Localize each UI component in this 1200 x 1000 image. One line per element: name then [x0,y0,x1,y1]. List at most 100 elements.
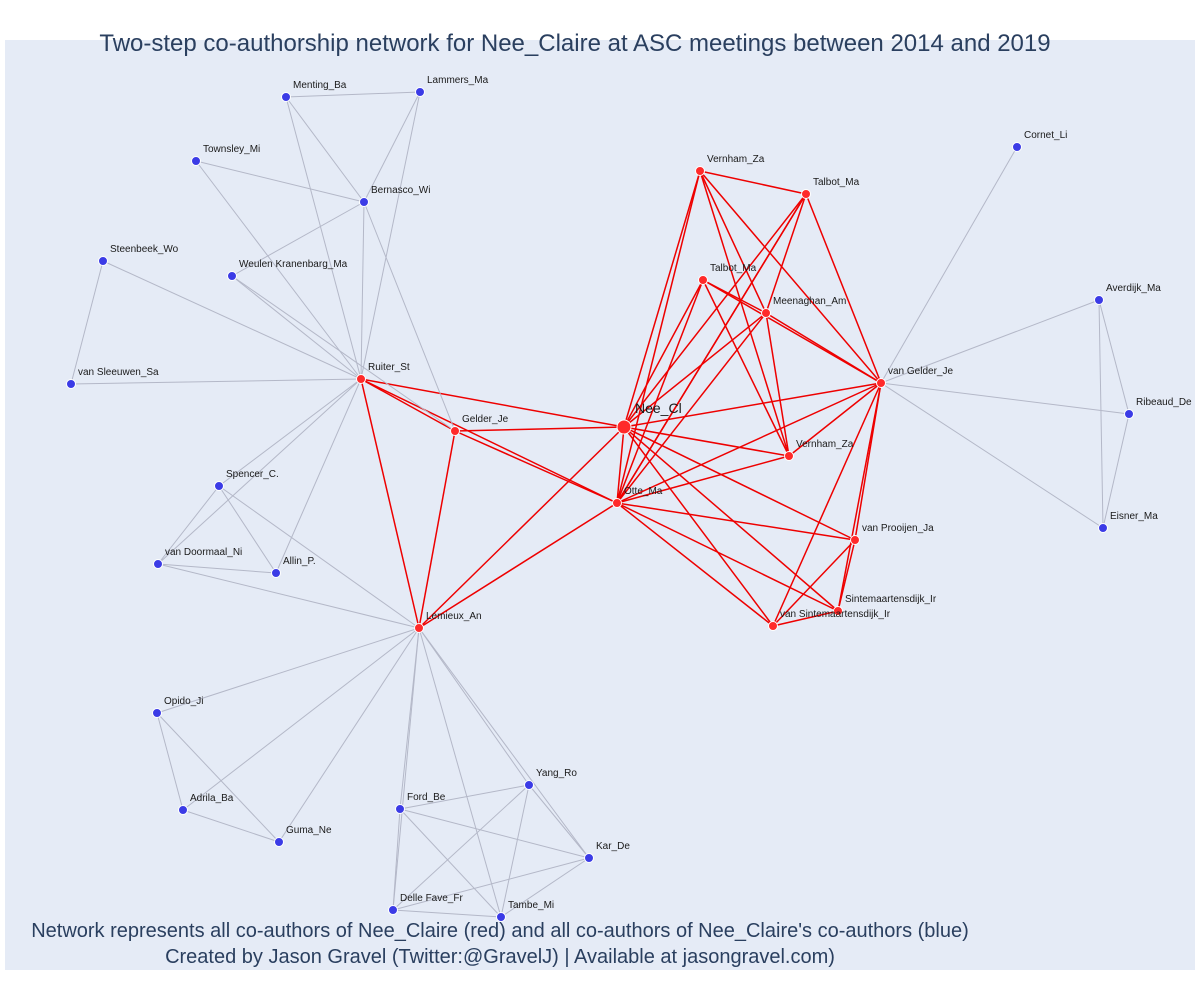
node-meenaghan[interactable] [761,308,771,318]
node-delle[interactable] [388,905,398,915]
node-label-weulen: Weulen Kranenbarg_Ma [239,259,348,270]
node-ruiter[interactable] [356,374,366,384]
edge-gelder-lemieux [418,430,456,629]
edge-delle-tambe [392,909,502,918]
edge-kar-tambe [500,857,590,918]
edge-ford-kar [399,808,590,859]
edge-yang-kar [528,784,590,859]
node-kar[interactable] [584,853,594,863]
edge-ruiter-lemieux [360,378,420,629]
node-bernasco[interactable] [359,197,369,207]
node-vdoormaal[interactable] [153,559,163,569]
edge-yang-tambe [500,784,530,918]
edge-opido-adrila [156,712,184,811]
node-label-vernham1: Vernham_Za [707,154,765,165]
edge-vgelder-sint2 [772,382,882,627]
node-lammers[interactable] [415,87,425,97]
edge-yang-delle [392,784,530,911]
edge-nee-talbot2 [623,279,704,428]
edge-vgelder-averdijk [880,299,1100,384]
edge-lemieux-kar [418,627,590,859]
node-sint2[interactable] [768,621,778,631]
node-spencer[interactable] [214,481,224,491]
edge-averdijk-eisner [1098,299,1104,529]
node-label-opido: Opido_Ji [164,696,203,707]
edge-sint1-sint2 [772,610,839,627]
edge-talbot1-otte [616,193,807,504]
edge-vgelder-ribeaud [880,382,1130,415]
node-nee[interactable] [616,419,632,435]
edge-lammers-bernasco [363,91,421,203]
edge-menting-lammers [285,91,421,98]
node-averdijk[interactable] [1094,295,1104,305]
edge-vernham1-meenaghan [699,170,767,314]
edge-vgelder-eisner [880,382,1104,529]
node-yang[interactable] [524,780,534,790]
edge-weulen-gelder [231,275,456,432]
node-adrila[interactable] [178,805,188,815]
node-steenbeek[interactable] [98,256,108,266]
edge-ford-tambe [399,808,502,918]
edge-ribeaud-eisner [1102,413,1130,529]
node-talbot1[interactable] [801,189,811,199]
edge-spencer-allin [218,485,277,574]
edge-otte-sint1 [616,502,839,612]
node-label-ruiter: Ruiter_St [368,362,410,373]
node-lemieux[interactable] [414,623,424,633]
edge-vernham1-talbot1 [699,170,807,195]
node-label-vgelder: van Gelder_Je [888,366,953,377]
edge-otte-vgelder [616,382,882,504]
node-vsleeuwen[interactable] [66,379,76,389]
edge-ruiter-lammers [360,91,421,380]
edge-nee-gelder [454,426,625,432]
node-sint1[interactable] [833,606,843,616]
node-label-townsley: Townsley_Mi [203,144,260,155]
node-cornet[interactable] [1012,142,1022,152]
node-label-talbot2: Talbot_Ma [710,263,757,274]
edge-nee-vgelder [623,382,882,428]
node-vernham1[interactable] [695,166,705,176]
edge-talbot1-meenaghan [765,193,807,314]
edge-adrila-guma [182,809,280,843]
edge-otte-meenaghan [616,312,767,504]
edge-ruiter-gelder [360,378,456,432]
edge-nee-ruiter [360,378,625,428]
node-opido[interactable] [152,708,162,718]
node-ford[interactable] [395,804,405,814]
node-guma[interactable] [274,837,284,847]
node-ribeaud[interactable] [1124,409,1134,419]
edge-talbot2-meenaghan [702,279,767,314]
node-townsley[interactable] [191,156,201,166]
node-weulen[interactable] [227,271,237,281]
edge-ruiter-vsleeuwen [70,378,362,385]
node-vernham2[interactable] [784,451,794,461]
node-gelder[interactable] [450,426,460,436]
edge-spencer-vdoormaal [157,485,220,565]
chart-title: Two-step co-authorship network for Nee_C… [99,30,1051,57]
node-eisner[interactable] [1098,523,1108,533]
node-vprooijen[interactable] [850,535,860,545]
edge-ruiter-allin [275,378,362,574]
edge-vgelder-vernham2 [788,382,882,457]
edge-vprooijen-sint1 [837,539,856,612]
node-vgelder[interactable] [876,378,886,388]
edge-otte-vernham2 [616,455,790,504]
node-tambe[interactable] [496,912,506,922]
node-otte[interactable] [612,498,622,508]
node-allin[interactable] [271,568,281,578]
node-menting[interactable] [281,92,291,102]
edge-vdoormaal-allin [157,563,277,574]
edge-nee-meenaghan [623,312,767,428]
node-label-ribeaud: Ribeaud_De [1136,397,1192,408]
node-label-guma: Guma_Ne [286,825,332,836]
node-label-vdoormaal: van Doormaal_Ni [165,547,242,558]
edge-ford-delle [392,808,401,911]
node-label-cornet: Cornet_Li [1024,130,1067,141]
edge-otte-sint2 [616,502,774,627]
edge-vgelder-sint1 [837,382,882,612]
edge-lemieux-otte [418,502,618,629]
node-label-lemieux: Lemieux_An [426,611,482,622]
node-talbot2[interactable] [698,275,708,285]
node-label-delle: Delle Fave_Fr [400,893,463,904]
